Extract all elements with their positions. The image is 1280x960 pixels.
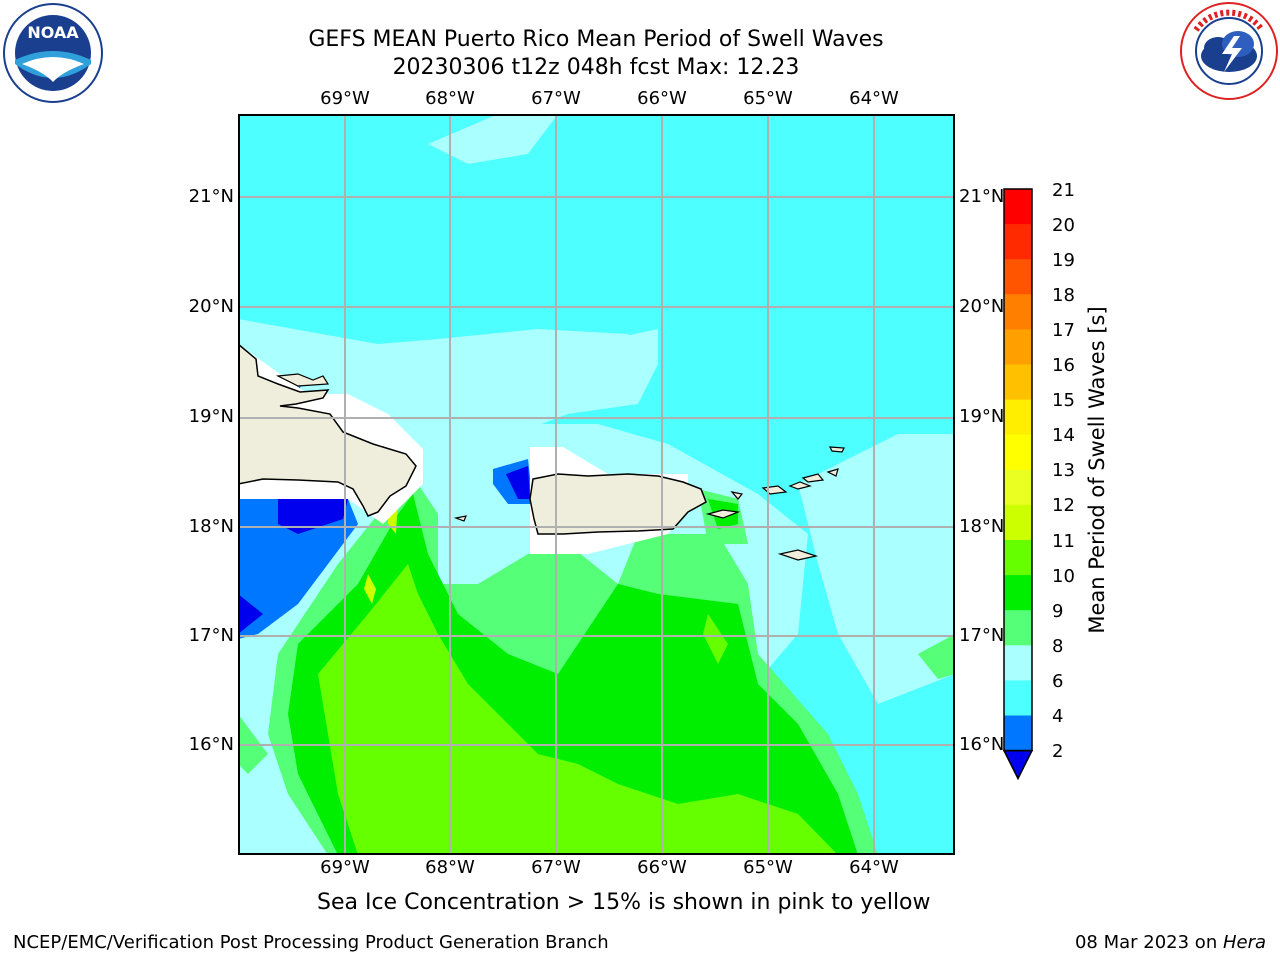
lat-label-left: 19°N (188, 406, 234, 427)
lat-label-left: 16°N (188, 734, 234, 755)
lon-label-bottom: 67°W (531, 857, 581, 878)
contour-11-12 (703, 614, 728, 664)
colorbar-segment (1004, 399, 1032, 436)
colorbar-tick-label: 17 (1052, 320, 1075, 341)
hispaniola-land (238, 343, 417, 517)
lat-label-right: 20°N (959, 296, 1005, 317)
lon-label-top: 67°W (531, 88, 581, 109)
colorbar-segment (1004, 504, 1032, 541)
colorbar-tick-label: 2 (1052, 741, 1064, 762)
colorbar-tick-label: 4 (1052, 706, 1064, 727)
colorbar-tick-label: 8 (1052, 636, 1064, 657)
colorbar-segment (1004, 645, 1032, 681)
map-border (238, 114, 955, 855)
lon-label-bottom: 65°W (743, 857, 793, 878)
colorbar-segment (1004, 680, 1032, 716)
colorbar-tick-label: 15 (1052, 390, 1075, 411)
colorbar-segment (1004, 434, 1032, 471)
colorbar-bar (1002, 188, 1034, 781)
contour-9-10 (918, 634, 955, 679)
chart-title: GEFS MEAN Puerto Rico Mean Period of Swe… (308, 27, 884, 52)
colorbar-outline (1003, 188, 1033, 752)
contour-8-9 (368, 329, 658, 444)
colorbar-tick-label: 12 (1052, 495, 1075, 516)
lon-label-top: 64°W (849, 88, 899, 109)
footer-credit: NCEP/EMC/Verification Post Processing Pr… (13, 932, 609, 953)
lon-label-top: 66°W (637, 88, 687, 109)
swell-period-map (238, 114, 955, 859)
contour-below-2 (506, 466, 530, 499)
colorbar-tick-label: 20 (1052, 215, 1075, 236)
lon-label-bottom: 69°W (320, 857, 370, 878)
lat-label-right: 19°N (959, 406, 1005, 427)
lon-label-bottom: 68°W (425, 857, 475, 878)
lat-label-right: 16°N (959, 734, 1005, 755)
nws-logo (1178, 0, 1280, 102)
chart-subtitle: 20230306 t12z 048h fcst Max: 12.23 (392, 55, 800, 80)
colorbar-title: Mean Period of Swell Waves [s] (1085, 306, 1109, 634)
footer-date: 08 Mar 2023 on Hera (1075, 932, 1266, 953)
lat-label-left: 17°N (188, 625, 234, 646)
lat-label-left: 20°N (188, 296, 234, 317)
sea-ice-note: Sea Ice Concentration > 15% is shown in … (317, 890, 931, 915)
st-croix-island (777, 549, 819, 561)
grid-lines (238, 114, 955, 855)
contour-8-9 (428, 114, 558, 164)
lon-label-top: 65°W (743, 88, 793, 109)
colorbar-tick-label: 13 (1052, 460, 1075, 481)
lat-label-right: 21°N (959, 186, 1005, 207)
lon-label-bottom: 66°W (637, 857, 687, 878)
vieques-island (705, 509, 741, 519)
colorbar-extend-arrow (1002, 749, 1034, 781)
lon-label-bottom: 64°W (849, 857, 899, 878)
lat-label-left: 21°N (188, 186, 234, 207)
colorbar-tick-label: 6 (1052, 671, 1064, 692)
lat-label-left: 18°N (188, 516, 234, 537)
colorbar-segment (1004, 715, 1032, 751)
lat-label-right: 17°N (959, 625, 1005, 646)
colorbar-tick-label: 10 (1052, 566, 1075, 587)
colorbar-segment (1004, 259, 1032, 295)
colorbar-tick-label: 21 (1052, 180, 1075, 201)
contour-11-12 (318, 564, 838, 855)
lon-label-top: 68°W (425, 88, 475, 109)
colorbar-segment (1004, 189, 1032, 225)
tortuga-island (275, 373, 330, 387)
colorbar-tick-label: 16 (1052, 355, 1075, 376)
desecheo-island (453, 515, 467, 522)
colorbar-segment (1004, 364, 1032, 401)
contour-12-13 (364, 574, 376, 604)
colorbar-tick-label: 11 (1052, 531, 1075, 552)
virgin-islands (761, 468, 839, 495)
colorbar-tick-label: 14 (1052, 425, 1075, 446)
contour-2-4 (238, 499, 358, 639)
colorbar-segment (1004, 329, 1032, 365)
colorbar-tick-label: 18 (1052, 285, 1075, 306)
noaa-logo-text: NOAA (27, 23, 79, 42)
colorbar-segment (1004, 469, 1032, 506)
colorbar-tick-label: 9 (1052, 601, 1064, 622)
colorbar-segment (1004, 575, 1032, 611)
colorbar (1000, 186, 1036, 790)
contour-below-2 (238, 594, 263, 634)
colorbar-segment (1004, 540, 1032, 576)
contour-below-2 (278, 499, 348, 534)
footer-host: Hera (1222, 932, 1266, 953)
colorbar-segment (1004, 610, 1032, 646)
lon-label-top: 69°W (320, 88, 370, 109)
colorbar-segment (1004, 294, 1032, 330)
colorbar-segment (1004, 224, 1032, 260)
colorbar-tick-label: 19 (1052, 250, 1075, 271)
noaa-logo: NOAA (2, 2, 104, 104)
culebra-island (730, 491, 744, 500)
footer-date-text: 08 Mar 2023 on (1074, 932, 1223, 953)
lat-label-right: 18°N (959, 516, 1005, 537)
anegada-island (828, 446, 845, 453)
